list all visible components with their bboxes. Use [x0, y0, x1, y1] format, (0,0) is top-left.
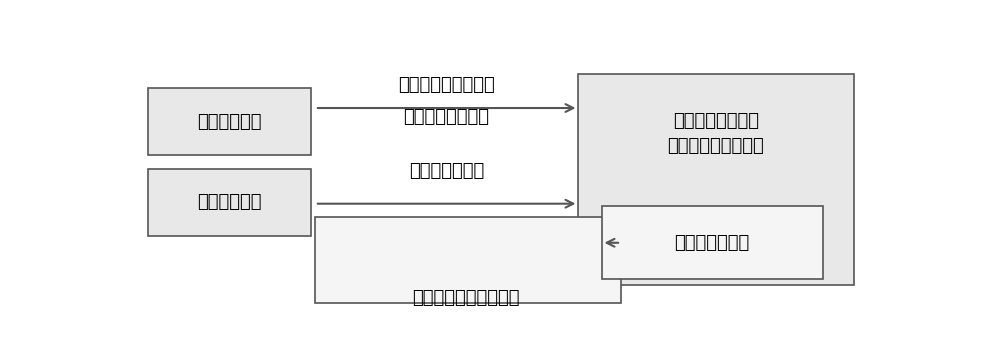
Bar [578, 74, 854, 285]
Bar [602, 206, 822, 279]
Text: 大气参数解算方法
（扩展卡尔曼滤波）: 大气参数解算方法 （扩展卡尔曼滤波） [668, 112, 764, 155]
Text: 惯性导航系统: 惯性导航系统 [197, 112, 262, 131]
Text: 位姿、速度、加速度: 位姿、速度、加速度 [398, 76, 495, 94]
Bar [315, 217, 621, 303]
Bar [148, 169, 311, 236]
Text: 攻角、侧滑角、真空速: 攻角、侧滑角、真空速 [412, 289, 520, 307]
Text: 飞行控制系统: 飞行控制系统 [197, 193, 262, 211]
Text: 飞行动力学模型: 飞行动力学模型 [674, 234, 750, 252]
Bar [148, 88, 311, 155]
Text: 角速度、角加速度: 角速度、角加速度 [404, 108, 490, 126]
Text: 舵面偏转、推力: 舵面偏转、推力 [409, 162, 484, 180]
